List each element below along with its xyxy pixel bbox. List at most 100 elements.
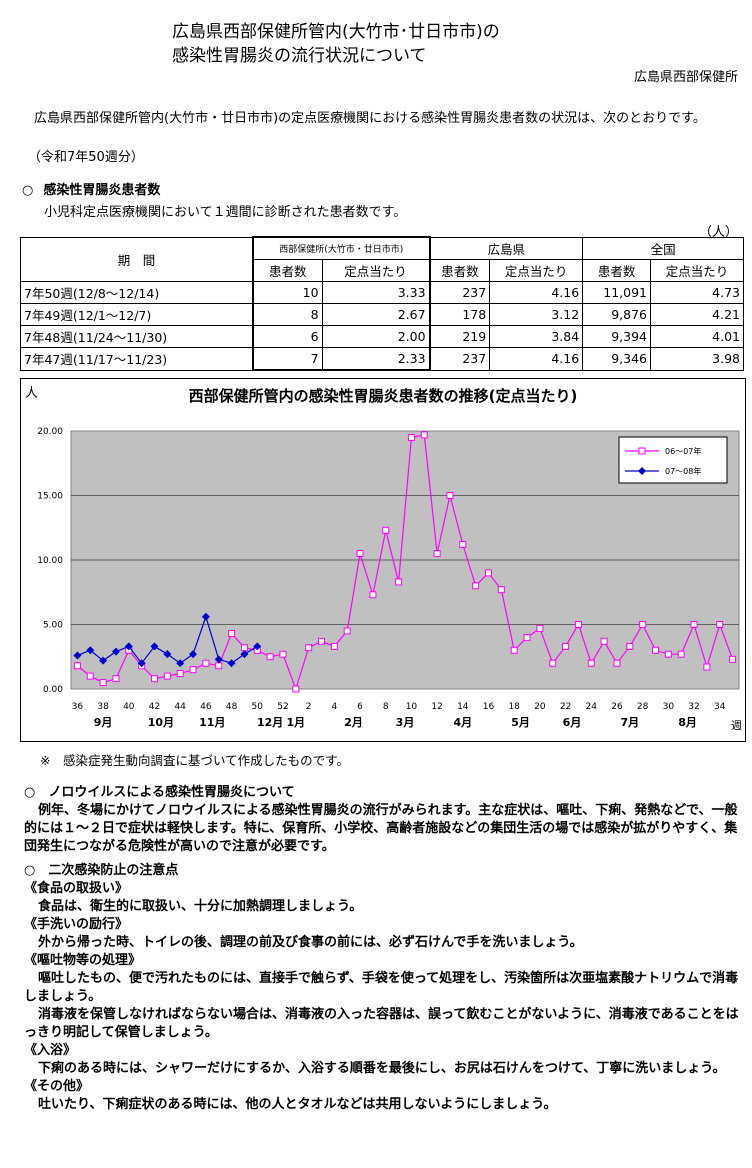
cell: 2.00: [321, 325, 431, 348]
data-point: [407, 433, 415, 441]
sub-per-point: 定点当たり: [650, 259, 744, 282]
table-row: 7年49週(12/1～12/7) 8 2.67 178 3.12 9,876 4…: [20, 303, 744, 326]
x-tick-label: 40: [123, 702, 135, 712]
data-point: [510, 646, 518, 654]
item-title-handwash: 《手洗いの励行》: [24, 917, 129, 932]
data-point: [613, 659, 621, 667]
month-label: 6月: [563, 716, 582, 729]
month-label: 12月: [257, 716, 283, 729]
section-heading-text: 感染性胃腸炎患者数: [43, 183, 161, 198]
x-tick-label: 18: [508, 702, 520, 712]
data-point: [266, 653, 274, 661]
x-tick-label: 34: [714, 702, 726, 712]
cell: 9,346: [582, 347, 652, 371]
data-point: [86, 672, 94, 680]
month-label: 2月: [344, 716, 363, 729]
cell: 10: [251, 281, 323, 304]
data-point: [176, 659, 185, 668]
data-point: [433, 550, 441, 558]
data-point: [729, 655, 737, 663]
data-point: [99, 656, 108, 665]
cell-period: 7年49週(12/1～12/7): [20, 303, 254, 326]
legend-marker-icon: [638, 447, 646, 455]
item-text: 吐いたり、下痢症状のある時には、他の人とタオルなどは共用しないようにしましょう。: [38, 1097, 557, 1112]
item-title-food: 《食品の取扱い》: [24, 881, 129, 896]
sub-per-point: 定点当たり: [489, 259, 584, 282]
norovirus-section: ○ ノロウイルスによる感染性胃腸炎について 例年、冬場にかけてノロウイルスによる…: [24, 784, 744, 856]
x-tick-label: 20: [534, 702, 546, 712]
legend-marker-icon: [638, 467, 646, 475]
group-pref: 広島県: [429, 236, 584, 260]
x-tick-label: 32: [688, 702, 699, 712]
intro-text: 広島県西部保健所管内(大竹市・廿日市市)の定点医療機関における感染性胃腸炎患者数…: [34, 111, 706, 126]
x-tick-label: 46: [200, 702, 212, 712]
data-point: [318, 637, 325, 645]
item-text: 外から帰った時、トイレの後、調理の前及び食事の前には、必ず石けんで手を洗いましょ…: [38, 935, 583, 950]
data-point: [562, 642, 570, 650]
sub-patients: 患者数: [582, 259, 652, 282]
month-label: 9月: [94, 716, 113, 729]
x-tick-label: 22: [560, 702, 571, 712]
data-point: [86, 646, 95, 655]
cell: 3.84: [489, 325, 584, 348]
month-label: 11月: [199, 716, 225, 729]
item-title-vomit: 《嘔吐物等の処理》: [24, 953, 142, 968]
data-point: [189, 666, 197, 674]
cell: 4.21: [650, 303, 744, 326]
cell: 8: [251, 303, 323, 326]
cell-period: 7年48週(11/24～11/30): [20, 325, 254, 348]
data-point: [253, 642, 262, 651]
x-tick-label: 8: [383, 702, 389, 712]
cell: 9,876: [582, 303, 652, 326]
legend: [618, 436, 728, 484]
col-period: 期 間: [20, 236, 254, 282]
month-label: 10月: [148, 716, 174, 729]
data-point: [111, 647, 120, 656]
data-point: [703, 663, 711, 671]
table-row: 7年47週(11/17～11/23) 7 2.33 237 4.16 9,346…: [20, 347, 744, 371]
item-text: 下痢のある時には、シャワーだけにするか、入浴する順番を最後にし、お尻は石けんをつ…: [38, 1061, 726, 1076]
prevention-section: ○ 二次感染防止の注意点 《食品の取扱い》 食品は、衛生的に取扱い、十分に加熱調…: [24, 862, 744, 1114]
cell: 6: [251, 325, 323, 348]
cell: 237: [429, 281, 491, 304]
cell: 4.16: [489, 281, 584, 304]
data-point: [472, 582, 480, 590]
patients-table: 期 間 西部保健所(大竹市・廿日市市) 広島県 全国 患者数 定点当たり 患者数…: [20, 236, 744, 371]
title-line-2: 感染性胃腸炎の流行状況について: [172, 46, 427, 66]
data-point: [305, 644, 313, 652]
data-point: [151, 675, 158, 683]
chart-title: 西部保健所管内の感染性胃腸炎患者数の推移(定点当たり): [189, 387, 578, 405]
x-tick-label: 52: [277, 702, 288, 712]
month-label: 1月: [286, 716, 305, 729]
data-point: [549, 659, 557, 667]
cell: 2.67: [321, 303, 431, 326]
x-tick-label: 44: [174, 702, 186, 712]
month-label: 4月: [453, 716, 472, 729]
data-point: [664, 650, 672, 658]
data-point: [485, 569, 492, 577]
data-point: [536, 624, 544, 632]
data-point: [382, 526, 390, 534]
cell: 7: [251, 347, 323, 371]
cell-period: 7年47週(11/17～11/23): [20, 347, 254, 371]
data-point: [446, 492, 454, 499]
group-nation: 全国: [582, 236, 744, 260]
item-text: 嘔吐したもの、便で汚れたものには、直接手で触らず、手袋を使って処理をし、汚染箇所…: [24, 971, 739, 1004]
x-tick-label: 6: [357, 702, 363, 712]
data-point: [369, 591, 377, 599]
cell: 178: [429, 303, 491, 326]
y-tick-label: 0.00: [43, 685, 63, 695]
y-tick-label: 5.00: [43, 621, 63, 631]
data-point: [215, 662, 223, 670]
norovirus-heading: ○ ノロウイルスによる感染性胃腸炎について: [24, 785, 295, 800]
item-text: 消毒液を保管しなければならない場合は、消毒液の入った容器は、誤って飲むことがない…: [24, 1007, 739, 1040]
cell: 2.33: [321, 347, 431, 371]
cell: 4.16: [489, 347, 584, 371]
data-point: [99, 679, 107, 687]
sub-patients: 患者数: [429, 259, 491, 282]
x-tick-label: 42: [149, 702, 160, 712]
table-row: 7年48週(11/24～11/30) 6 2.00 219 3.84 9,394…: [20, 325, 744, 348]
data-point: [73, 662, 81, 670]
x-tick-label: 12: [431, 702, 442, 712]
data-point: [189, 650, 198, 659]
